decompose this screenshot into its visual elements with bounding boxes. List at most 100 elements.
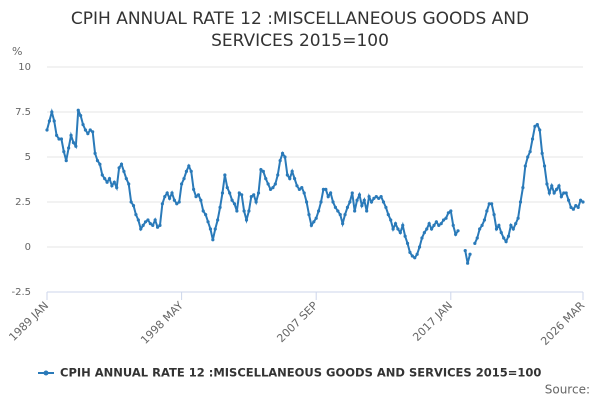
point	[103, 177, 107, 181]
point	[182, 177, 186, 181]
point	[401, 223, 405, 227]
point	[581, 200, 585, 204]
point	[398, 231, 402, 235]
x-tick-label: 2026 MAR	[538, 299, 587, 348]
y-tick-label: 2.5	[15, 197, 31, 208]
point	[497, 223, 501, 227]
point	[425, 227, 429, 231]
point	[410, 254, 414, 258]
point	[261, 169, 265, 173]
point	[360, 204, 364, 208]
point	[208, 227, 213, 231]
point	[420, 236, 424, 240]
point	[350, 191, 354, 195]
point	[244, 218, 249, 222]
y-tick-label: 7.5	[15, 107, 31, 118]
point	[297, 187, 301, 191]
series-line	[46, 108, 584, 264]
point	[367, 195, 371, 199]
point	[377, 196, 381, 200]
point	[216, 218, 220, 222]
point	[485, 209, 489, 213]
point	[266, 182, 270, 186]
point	[180, 182, 184, 186]
point	[249, 195, 253, 199]
point	[338, 213, 342, 217]
point	[333, 205, 338, 209]
point	[533, 124, 537, 128]
point	[59, 137, 64, 141]
point	[408, 250, 412, 254]
point	[451, 223, 455, 227]
point	[504, 240, 508, 244]
legend-label: CPIH ANNUAL RATE 12 :MISCELLANEOUS GOODS…	[60, 366, 541, 380]
point	[391, 227, 395, 231]
point	[386, 213, 390, 217]
point	[312, 220, 316, 224]
point	[396, 227, 400, 231]
point	[62, 150, 66, 154]
point	[290, 169, 294, 173]
point	[57, 137, 61, 141]
point	[487, 202, 491, 206]
x-tick-label: 1998 MAY	[138, 299, 186, 347]
point	[415, 252, 419, 256]
point	[225, 186, 229, 190]
point	[566, 198, 571, 202]
point	[574, 204, 578, 208]
point	[564, 191, 568, 195]
point	[309, 223, 313, 227]
point	[218, 205, 222, 209]
point	[50, 110, 54, 114]
point	[83, 128, 88, 132]
point	[357, 193, 362, 197]
point	[136, 218, 140, 222]
point	[468, 252, 472, 256]
point	[196, 193, 201, 197]
point	[509, 223, 513, 227]
point	[434, 220, 438, 224]
point	[230, 198, 234, 202]
point	[494, 227, 499, 231]
point	[341, 222, 345, 226]
point	[81, 123, 85, 127]
point	[67, 146, 71, 150]
point	[374, 195, 378, 199]
point	[441, 218, 446, 222]
point	[115, 186, 119, 190]
point	[134, 213, 138, 217]
point	[175, 202, 179, 206]
point	[365, 209, 369, 213]
point	[194, 195, 198, 199]
point	[100, 173, 104, 177]
point	[93, 151, 97, 155]
point	[95, 159, 100, 163]
point	[153, 218, 157, 222]
point	[369, 200, 374, 204]
x-tick-label: 2017 JAN	[410, 299, 455, 344]
point	[79, 114, 83, 118]
point	[187, 164, 191, 168]
point	[74, 144, 78, 148]
point	[516, 216, 520, 220]
point	[288, 177, 292, 181]
point	[530, 137, 535, 141]
point	[413, 256, 417, 260]
point	[283, 155, 287, 159]
point	[119, 162, 124, 166]
point	[528, 150, 532, 154]
point	[167, 196, 172, 200]
point	[232, 202, 237, 206]
point	[319, 200, 323, 204]
point	[148, 222, 152, 226]
point	[490, 202, 494, 206]
point	[268, 187, 273, 191]
point	[526, 155, 530, 159]
point	[223, 173, 227, 177]
point	[542, 164, 547, 168]
point	[110, 184, 114, 188]
point	[105, 180, 109, 184]
point	[492, 213, 496, 217]
